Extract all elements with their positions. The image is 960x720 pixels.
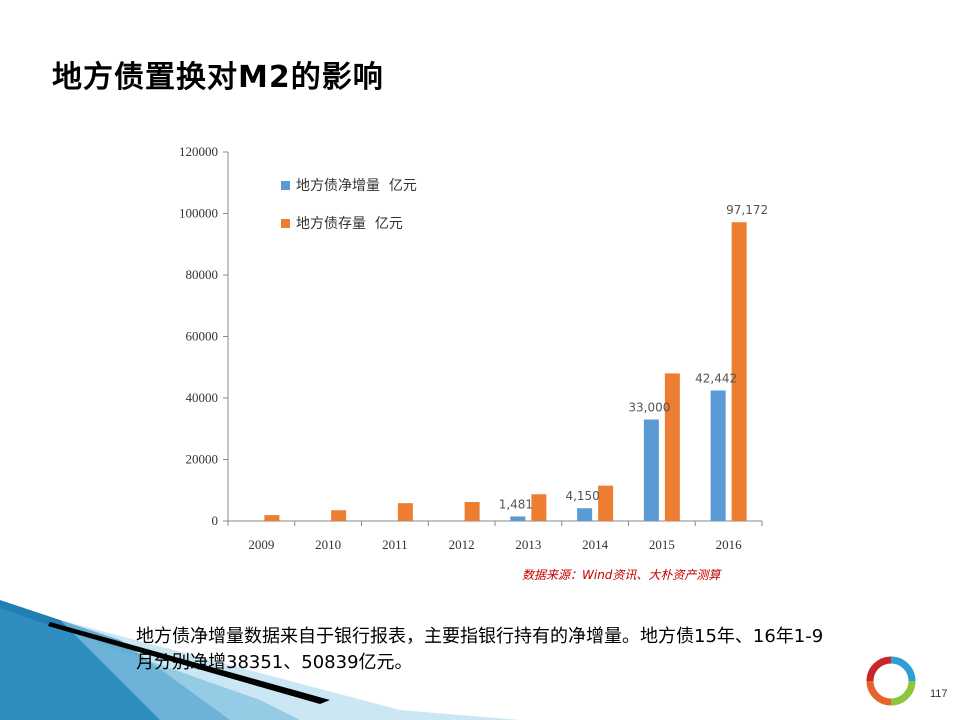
bar-stock <box>731 222 747 521</box>
body-text: 地方债净增量数据来自于银行报表，主要指银行持有的净增量。地方债15年、16年1-… <box>136 626 824 673</box>
y-tick-label: 0 <box>212 513 219 528</box>
page-number: 117 <box>930 688 948 700</box>
x-tick-label: 2016 <box>716 537 743 552</box>
legend-label: 地方债净增量 亿元 <box>296 178 417 194</box>
data-label: 33,000 <box>628 401 670 415</box>
legend-label: 地方债存量 亿元 <box>296 216 403 232</box>
logo-icon <box>866 656 916 706</box>
bar-stock <box>397 503 413 521</box>
x-axis: 2009 2010 2011 2012 2013 2014 2015 2016 <box>227 520 763 552</box>
bar-stock <box>598 485 614 521</box>
x-tick-label: 2012 <box>449 537 475 552</box>
bars <box>264 222 747 521</box>
swoosh-black-line <box>48 622 330 704</box>
x-tick-label: 2013 <box>515 537 541 552</box>
y-tick-label: 20000 <box>186 452 219 467</box>
bar-stock <box>531 494 547 521</box>
data-label: 1,481 <box>499 497 533 511</box>
data-label: 42,442 <box>695 371 737 385</box>
source-note: 数据来源：Wind资讯、大朴资产测算 <box>522 568 721 582</box>
y-tick-label: 40000 <box>186 390 219 405</box>
x-tick-label: 2011 <box>382 537 408 552</box>
y-axis: 0 20000 40000 60000 80000 100000 120000 <box>179 144 229 528</box>
y-tick-label: 80000 <box>186 267 219 282</box>
bar-net-increase <box>510 516 526 521</box>
y-tick-label: 60000 <box>186 329 219 344</box>
bar-stock <box>664 373 680 521</box>
data-label: 4,150 <box>565 489 599 503</box>
legend-swatch <box>281 181 290 190</box>
swoosh-light <box>60 620 520 720</box>
bar-net-increase <box>643 419 659 521</box>
bar-net-increase <box>577 508 593 521</box>
data-label: 97,172 <box>726 203 768 217</box>
bar-stock <box>464 501 480 521</box>
bar-stock <box>331 510 347 521</box>
data-labels: 1,481 4,150 33,000 42,442 97,172 <box>499 203 768 511</box>
legend-swatch <box>281 219 290 228</box>
bar-net-increase <box>710 390 726 521</box>
x-tick-label: 2009 <box>248 537 274 552</box>
x-tick-label: 2015 <box>649 537 675 552</box>
slide-title: 地方债置换对M2的影响 <box>52 60 384 95</box>
y-tick-label: 120000 <box>179 144 218 159</box>
x-tick-label: 2010 <box>315 537 341 552</box>
bar-stock <box>264 515 280 521</box>
y-tick-label: 100000 <box>179 206 218 221</box>
x-tick-label: 2014 <box>582 537 609 552</box>
